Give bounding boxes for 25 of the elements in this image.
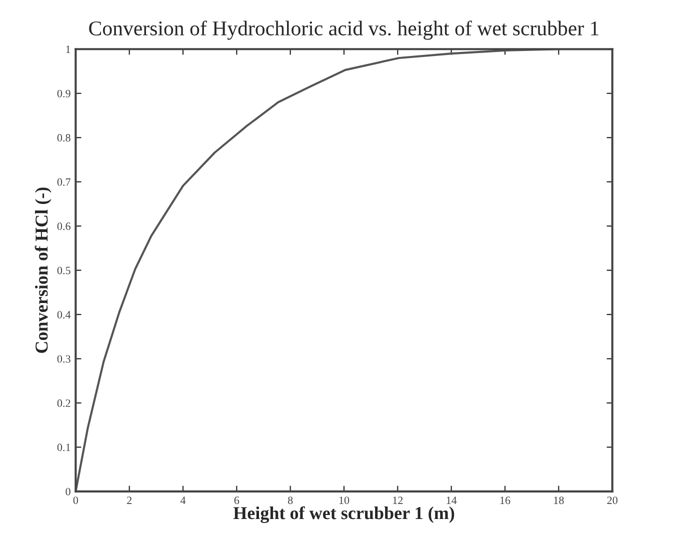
x-axis-title: Height of wet scrubber 1 (m) bbox=[233, 506, 454, 524]
y-tick-label: 0 bbox=[66, 488, 70, 496]
chart-title: Conversion of Hydrochloric acid vs. height of wet scrubber 1 bbox=[89, 20, 598, 40]
y-tick-label: 0.7 bbox=[57, 178, 70, 186]
x-tick-label: 0 bbox=[73, 496, 78, 504]
y-tick-label: 0.1 bbox=[57, 444, 70, 452]
x-tick-label: 18 bbox=[554, 496, 564, 504]
x-tick-label: 12 bbox=[393, 496, 403, 504]
x-tick-label: 20 bbox=[607, 496, 618, 504]
y-tick-label: 0.2 bbox=[57, 399, 70, 407]
y-tick-label: 0.6 bbox=[57, 222, 70, 230]
y-tick-label: 0.8 bbox=[57, 134, 70, 142]
x-tick-label: 16 bbox=[500, 496, 510, 504]
y-tick-label: 0.3 bbox=[57, 355, 70, 363]
y-tick-label: 0.4 bbox=[57, 310, 71, 319]
y-axis-title: Conversion of HCl (-) bbox=[34, 188, 52, 353]
x-tick-label: 2 bbox=[127, 496, 132, 504]
x-tick-label: 10 bbox=[339, 496, 350, 504]
x-tick-label: 4 bbox=[180, 496, 186, 504]
y-tick-label: 1 bbox=[66, 46, 70, 53]
x-tick-label: 14 bbox=[446, 496, 457, 504]
x-tick-label: 6 bbox=[234, 496, 240, 504]
y-tick-label: 0.5 bbox=[57, 266, 70, 274]
x-tick-label: 8 bbox=[288, 496, 293, 504]
y-tick-label: 0.9 bbox=[57, 90, 70, 98]
